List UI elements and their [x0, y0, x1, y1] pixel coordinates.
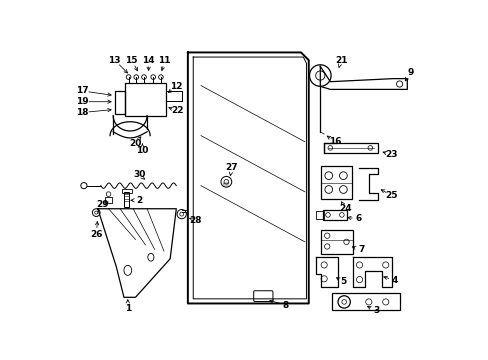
Text: 12: 12	[170, 82, 182, 91]
Text: 5: 5	[340, 278, 346, 287]
Bar	[321, 166, 351, 199]
Bar	[115, 91, 125, 114]
Bar	[324, 143, 377, 153]
Text: 14: 14	[142, 56, 155, 65]
Text: 4: 4	[391, 276, 397, 285]
Text: 28: 28	[189, 216, 202, 225]
Text: 16: 16	[329, 137, 341, 146]
Text: 30: 30	[133, 170, 145, 179]
Bar	[331, 293, 399, 310]
Text: 21: 21	[334, 56, 346, 65]
Text: 23: 23	[385, 150, 397, 159]
Bar	[125, 83, 165, 116]
Text: 27: 27	[225, 163, 238, 172]
Text: 17: 17	[76, 86, 88, 95]
Text: 18: 18	[76, 108, 88, 117]
Text: 22: 22	[171, 107, 183, 116]
Text: 9: 9	[407, 68, 413, 77]
Text: 24: 24	[339, 204, 351, 213]
Bar	[316, 211, 324, 219]
Text: 1: 1	[124, 303, 131, 312]
Text: 26: 26	[90, 230, 102, 239]
Text: 10: 10	[136, 147, 148, 156]
Text: 19: 19	[76, 97, 88, 106]
Text: 2: 2	[136, 196, 142, 205]
Text: 25: 25	[385, 191, 397, 200]
Text: 8: 8	[282, 301, 288, 310]
Text: 3: 3	[373, 306, 379, 315]
Bar	[122, 189, 131, 193]
Text: 7: 7	[357, 245, 364, 254]
Text: 20: 20	[129, 139, 142, 148]
Text: 11: 11	[158, 56, 171, 65]
Text: 15: 15	[125, 56, 138, 65]
Bar	[322, 210, 346, 220]
Bar	[123, 192, 129, 207]
Text: 6: 6	[355, 214, 361, 223]
Bar	[321, 230, 353, 254]
Bar	[105, 197, 111, 203]
Text: 13: 13	[108, 56, 121, 65]
Text: 29: 29	[96, 201, 108, 210]
